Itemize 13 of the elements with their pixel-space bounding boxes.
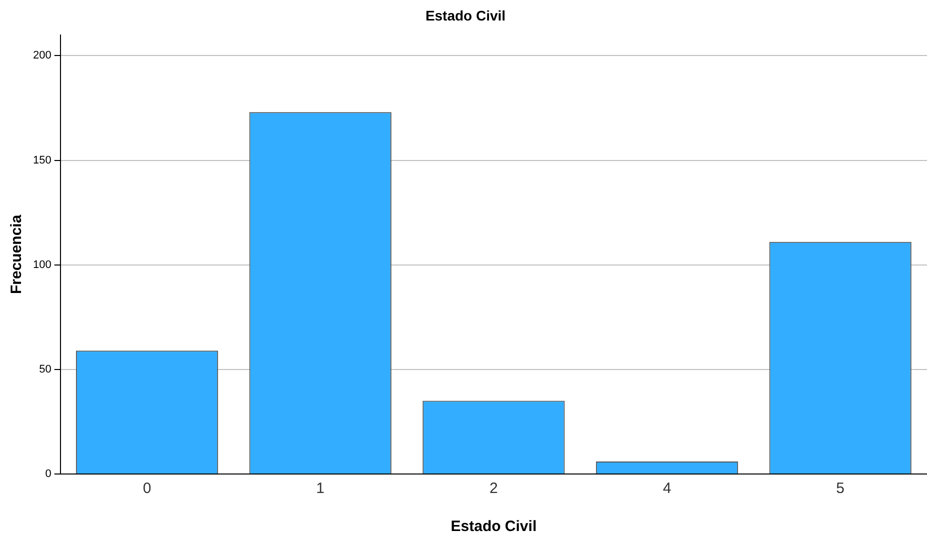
y-tick-label: 200 bbox=[32, 50, 52, 62]
x-tick-label: 2 bbox=[490, 480, 498, 498]
y-tick-label: 0 bbox=[45, 468, 52, 480]
y-axis-title: Frecuencia bbox=[8, 214, 26, 294]
x-tick-label: 0 bbox=[142, 480, 152, 498]
y-tick-label: 150 bbox=[32, 154, 52, 166]
chart-title: Estado Civil bbox=[425, 7, 506, 24]
x-tick-label: 4 bbox=[662, 480, 672, 498]
y-tick-label: 50 bbox=[39, 363, 52, 376]
x-axis-title: Estado Civil bbox=[450, 518, 537, 536]
x-tick-label: 1 bbox=[316, 480, 325, 498]
y-tick-label: 100 bbox=[32, 258, 52, 271]
x-tick-label: 5 bbox=[836, 480, 845, 498]
